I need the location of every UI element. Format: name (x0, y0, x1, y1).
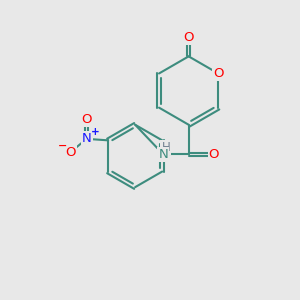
Text: O: O (183, 31, 194, 44)
Text: O: O (213, 67, 224, 80)
Text: O: O (209, 148, 219, 161)
Text: N: N (158, 148, 168, 161)
Text: H: H (161, 141, 170, 154)
Text: −: − (57, 141, 67, 151)
Text: +: + (91, 127, 99, 137)
Text: O: O (65, 146, 76, 159)
Text: O: O (82, 113, 92, 126)
Text: N: N (82, 132, 92, 146)
